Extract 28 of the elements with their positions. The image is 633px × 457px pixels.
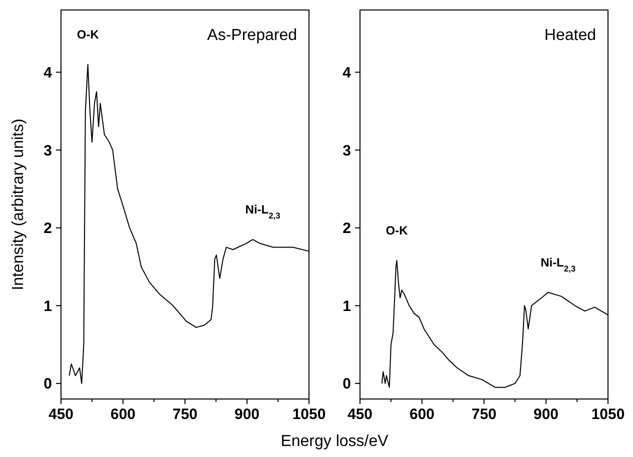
y-tick-label: 1 xyxy=(342,298,351,315)
x-tick-label: 450 xyxy=(347,406,373,423)
x-tick-label: 750 xyxy=(471,406,497,423)
x-tick-label: 900 xyxy=(533,406,559,423)
text: As-Prepared xyxy=(207,27,297,44)
y-axis-title: Intensity (arbitrary units) xyxy=(10,118,27,290)
y-tick-label: 2 xyxy=(342,220,351,238)
y-tick-label: 2 xyxy=(44,220,52,238)
x-tick-label: 600 xyxy=(110,406,136,423)
x-tick-label: 600 xyxy=(409,406,435,423)
text: Heated xyxy=(544,27,596,44)
annotation: O-K xyxy=(386,224,408,238)
x-tick-label: 750 xyxy=(172,406,198,423)
y-tick-label: 0 xyxy=(44,376,52,393)
x-tick-label: 450 xyxy=(48,406,74,423)
y-tick-label: 1 xyxy=(44,298,52,315)
y-tick-label: 4 xyxy=(44,64,53,82)
y-tick-label: 3 xyxy=(342,142,351,160)
x-tick-label: 1050 xyxy=(292,406,326,423)
x-tick-label: 900 xyxy=(234,406,260,423)
x-tick-label: 1050 xyxy=(591,406,625,423)
y-tick-label: 4 xyxy=(342,64,352,82)
annotation: O-K xyxy=(76,27,100,42)
y-tick-label: 3 xyxy=(44,142,52,160)
annotation: Ni-L$_{2,3}$ xyxy=(245,202,281,221)
x-axis-title: Energy loss/eV xyxy=(280,433,389,450)
annotation: Ni-L$_{2,3}$ xyxy=(540,255,576,274)
y-tick-label: 0 xyxy=(342,376,351,393)
